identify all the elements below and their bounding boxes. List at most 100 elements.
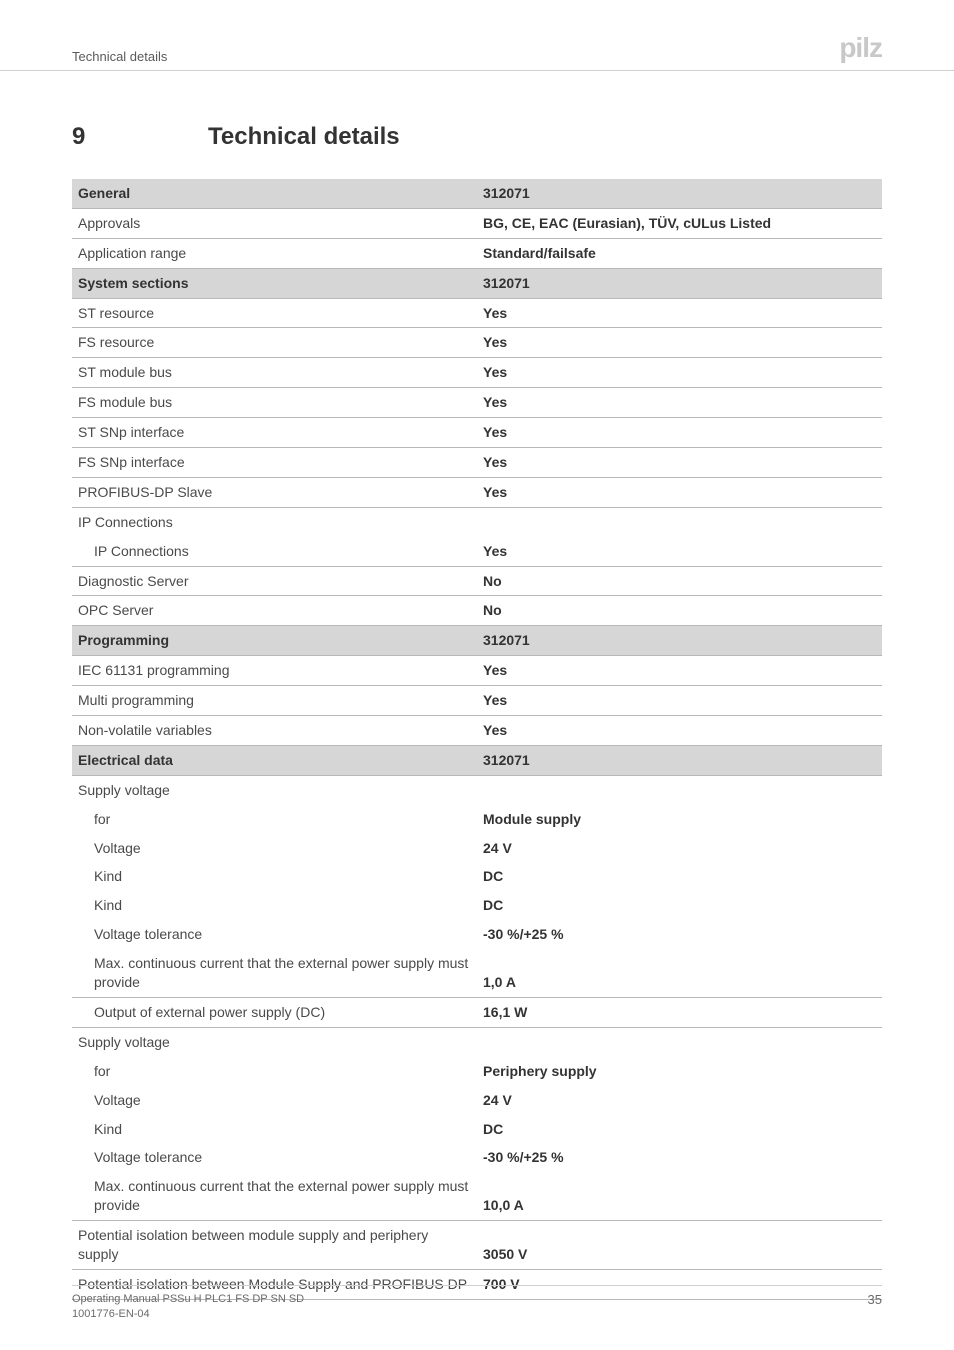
section-number: 9: [72, 123, 208, 151]
section-title-text: Technical details: [208, 123, 400, 150]
row-nv-variables: Non-volatile variablesYes: [72, 716, 882, 746]
cell-label: Voltage: [72, 1086, 477, 1115]
cell-value: Yes: [477, 388, 882, 418]
cell-value: DC: [477, 1115, 882, 1144]
cell-label: ST module bus: [72, 358, 477, 388]
cell-value: [477, 1027, 882, 1056]
cell-value: DC: [477, 862, 882, 891]
cell-label: PROFIBUS-DP Slave: [72, 477, 477, 507]
section-heading: 9Technical details: [72, 123, 882, 151]
cell-label: Approvals: [72, 208, 477, 238]
group-label: Electrical data: [72, 745, 477, 775]
cell-label: ST resource: [72, 298, 477, 328]
row-ip-connections-header: IP Connections: [72, 507, 882, 536]
cell-label: FS module bus: [72, 388, 477, 418]
group-value: 312071: [477, 745, 882, 775]
row-st-resource: ST resourceYes: [72, 298, 882, 328]
cell-value: [477, 775, 882, 804]
content-area: 9Technical details General 312071 Approv…: [0, 71, 954, 1300]
cell-value: -30 %/+25 %: [477, 920, 882, 949]
group-value: 312071: [477, 179, 882, 208]
row-fs-module-bus: FS module busYes: [72, 388, 882, 418]
cell-value: Yes: [477, 656, 882, 686]
cell-value: Yes: [477, 686, 882, 716]
cell-label: Kind: [72, 1115, 477, 1144]
technical-details-table: General 312071 Approvals BG, CE, EAC (Eu…: [72, 179, 882, 1300]
cell-label: Diagnostic Server: [72, 566, 477, 596]
cell-value: Yes: [477, 448, 882, 478]
group-value: 312071: [477, 626, 882, 656]
cell-label: Application range: [72, 238, 477, 268]
cell-label: Output of external power supply (DC): [72, 997, 477, 1027]
cell-value: 1,0 A: [477, 949, 882, 997]
row-sv2-maxcurrent: Max. continuous current that the externa…: [72, 1172, 882, 1220]
row-st-module-bus: ST module busYes: [72, 358, 882, 388]
cell-label: Kind: [72, 862, 477, 891]
header-breadcrumb: Technical details: [72, 49, 167, 64]
row-multi-programming: Multi programmingYes: [72, 686, 882, 716]
cell-value: 10,0 A: [477, 1172, 882, 1220]
row-sv2-tolerance: Voltage tolerance-30 %/+25 %: [72, 1143, 882, 1172]
row-supply-voltage-1: Supply voltage: [72, 775, 882, 804]
row-sv1-for: forModule supply: [72, 805, 882, 834]
footer-doc-info: Operating Manual PSSu H PLC1 FS DP SN SD…: [72, 1292, 304, 1322]
cell-value: No: [477, 596, 882, 626]
group-label: System sections: [72, 268, 477, 298]
cell-label: Potential isolation between module suppl…: [72, 1221, 477, 1270]
cell-value: BG, CE, EAC (Eurasian), TÜV, cULus Liste…: [477, 208, 882, 238]
cell-label: IEC 61131 programming: [72, 656, 477, 686]
footer-doc-title: Operating Manual PSSu H PLC1 FS DP SN SD: [72, 1292, 304, 1307]
cell-label: Max. continuous current that the externa…: [72, 1172, 477, 1220]
row-diag-server: Diagnostic ServerNo: [72, 566, 882, 596]
cell-label: ST SNp interface: [72, 418, 477, 448]
cell-label: IP Connections: [72, 537, 477, 566]
cell-value: DC: [477, 891, 882, 920]
row-sv1-kind2: KindDC: [72, 891, 882, 920]
cell-label: OPC Server: [72, 596, 477, 626]
cell-label: Supply voltage: [72, 775, 477, 804]
row-iec-programming: IEC 61131 programmingYes: [72, 656, 882, 686]
row-sv1-voltage: Voltage24 V: [72, 834, 882, 863]
cell-value: Periphery supply: [477, 1057, 882, 1086]
row-fs-resource: FS resourceYes: [72, 328, 882, 358]
cell-label: IP Connections: [72, 507, 477, 536]
cell-label: Multi programming: [72, 686, 477, 716]
pilz-logo: pilz: [839, 32, 882, 64]
row-sv2-voltage: Voltage24 V: [72, 1086, 882, 1115]
row-potential-iso-periphery: Potential isolation between module suppl…: [72, 1221, 882, 1270]
row-sv1-tolerance: Voltage tolerance-30 %/+25 %: [72, 920, 882, 949]
cell-value: Yes: [477, 537, 882, 566]
cell-label: Voltage tolerance: [72, 920, 477, 949]
cell-label: for: [72, 1057, 477, 1086]
cell-value: No: [477, 566, 882, 596]
cell-label: Max. continuous current that the externa…: [72, 949, 477, 997]
cell-value: 24 V: [477, 834, 882, 863]
cell-value: Yes: [477, 477, 882, 507]
row-approvals: Approvals BG, CE, EAC (Eurasian), TÜV, c…: [72, 208, 882, 238]
footer-page-number: 35: [868, 1292, 882, 1307]
cell-value: Yes: [477, 418, 882, 448]
row-sv1-kind1: KindDC: [72, 862, 882, 891]
row-app-range: Application range Standard/failsafe: [72, 238, 882, 268]
group-general: General 312071: [72, 179, 882, 208]
row-fs-snp: FS SNp interfaceYes: [72, 448, 882, 478]
cell-label: for: [72, 805, 477, 834]
cell-value: [477, 507, 882, 536]
cell-value: Module supply: [477, 805, 882, 834]
row-st-snp: ST SNp interfaceYes: [72, 418, 882, 448]
cell-label: Voltage: [72, 834, 477, 863]
group-system: System sections 312071: [72, 268, 882, 298]
group-programming: Programming 312071: [72, 626, 882, 656]
row-sv2-kind: KindDC: [72, 1115, 882, 1144]
cell-value: Yes: [477, 358, 882, 388]
cell-value: -30 %/+25 %: [477, 1143, 882, 1172]
row-ip-connections: IP ConnectionsYes: [72, 537, 882, 566]
row-sv1-maxcurrent: Max. continuous current that the externa…: [72, 949, 882, 997]
footer-doc-id: 1001776-EN-04: [72, 1307, 304, 1322]
cell-label: Voltage tolerance: [72, 1143, 477, 1172]
cell-label: Non-volatile variables: [72, 716, 477, 746]
cell-label: FS SNp interface: [72, 448, 477, 478]
group-electrical: Electrical data 312071: [72, 745, 882, 775]
cell-value: 3050 V: [477, 1221, 882, 1270]
row-opc-server: OPC ServerNo: [72, 596, 882, 626]
